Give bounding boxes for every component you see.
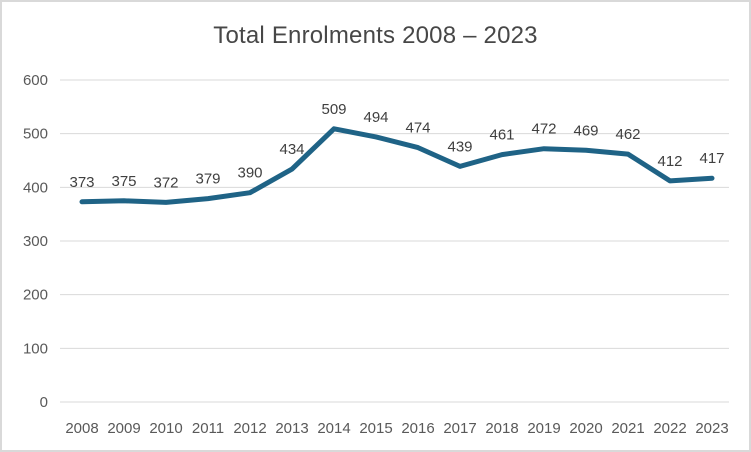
data-label: 494 — [363, 109, 388, 126]
chart-title: Total Enrolments 2008 – 2023 — [213, 22, 538, 49]
x-axis-tick-label: 2009 — [107, 420, 140, 437]
x-axis-tick-label: 2022 — [653, 420, 686, 437]
x-axis-tick-label: 2017 — [443, 420, 476, 437]
x-axis-tick-label: 2011 — [192, 420, 224, 437]
x-axis-tick-label: 2019 — [527, 420, 560, 437]
data-label: 379 — [195, 171, 220, 188]
data-label: 439 — [447, 138, 472, 155]
data-label: 462 — [615, 126, 640, 143]
series-line — [79, 126, 715, 205]
data-label: 412 — [657, 153, 682, 170]
data-label: 375 — [111, 173, 136, 190]
x-axis-tick-label: 2020 — [569, 420, 602, 437]
x-axis-tick-label: 2016 — [401, 420, 434, 437]
x-axis-tick-label: 2018 — [485, 420, 518, 437]
y-axis-tick-label: 500 — [23, 126, 48, 143]
data-label: 434 — [279, 141, 304, 158]
x-axis-tick-label: 2023 — [695, 420, 728, 437]
data-label: 372 — [153, 174, 178, 191]
y-axis-tick-label: 400 — [23, 179, 48, 196]
y-axis-tick-label: 0 — [40, 394, 48, 411]
x-axis-tick-label: 2014 — [317, 420, 350, 437]
data-label: 509 — [321, 101, 346, 118]
data-label: 461 — [489, 127, 514, 144]
x-axis-tick-label: 2012 — [233, 420, 266, 437]
y-axis-tick-label: 300 — [23, 233, 48, 250]
y-axis-tick-label: 600 — [23, 72, 48, 89]
x-axis-tick-label: 2010 — [149, 420, 182, 437]
x-axis-tick-label: 2008 — [65, 420, 98, 437]
data-label: 417 — [699, 150, 724, 167]
data-label: 472 — [531, 121, 556, 138]
x-axis-tick-label: 2013 — [275, 420, 308, 437]
data-label: 474 — [405, 120, 430, 137]
data-label: 469 — [573, 122, 598, 139]
y-axis-tick-label: 100 — [23, 340, 48, 357]
y-axis-tick-label: 200 — [23, 287, 48, 304]
data-label: 390 — [237, 165, 262, 182]
data-label: 373 — [69, 174, 94, 191]
x-axis-tick-label: 2015 — [359, 420, 392, 437]
x-axis-tick-label: 2021 — [611, 420, 644, 437]
